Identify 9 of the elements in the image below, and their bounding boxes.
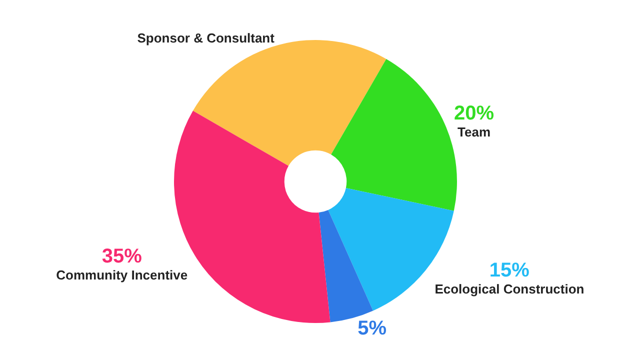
data-label: 5% <box>358 317 387 340</box>
slice-label: Team <box>458 124 491 140</box>
donut-slice <box>318 210 374 322</box>
slice-label: Community Incentive <box>56 267 188 282</box>
slice-label: Sponsor & Consultant <box>137 30 276 46</box>
data-label: 35% <box>102 246 142 268</box>
data-label: 15% <box>489 259 530 282</box>
data-label: 20% <box>454 102 494 124</box>
slice-label: Ecological Construction <box>434 281 584 296</box>
